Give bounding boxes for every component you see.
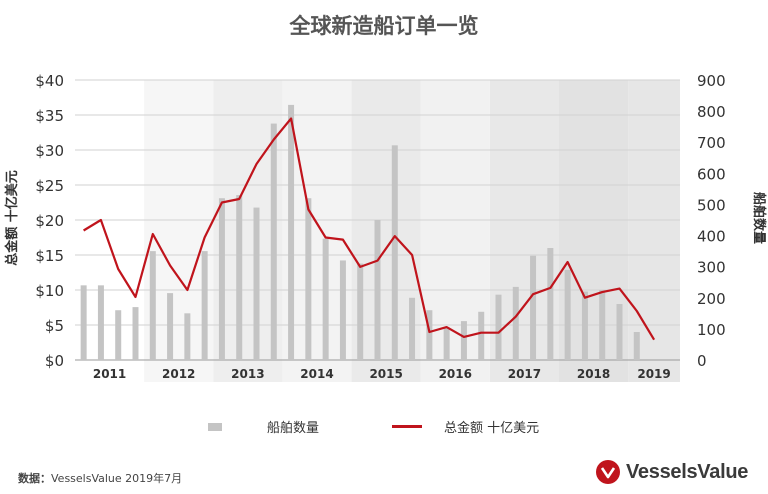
left-tick-label: $10 [35, 282, 64, 300]
right-axis: 0 100 200 300 400 500 600 700 800 900 [697, 72, 726, 370]
bar [167, 293, 174, 360]
left-tick-label: $35 [35, 107, 64, 125]
bar [97, 285, 104, 360]
bar [253, 207, 260, 360]
left-tick-label: $5 [45, 317, 64, 335]
bar [184, 313, 191, 360]
bar [80, 285, 87, 360]
bar [132, 307, 139, 360]
year-band [628, 80, 680, 382]
right-tick-label: 0 [697, 352, 707, 370]
year-label: 2011 [93, 367, 126, 381]
year-label: 2018 [577, 367, 610, 381]
bar [391, 145, 398, 360]
bar [236, 195, 243, 360]
right-tick-label: 200 [697, 290, 726, 308]
bar [149, 251, 156, 360]
right-tick-label: 700 [697, 134, 726, 152]
year-label: 2015 [369, 367, 402, 381]
bar [374, 220, 381, 360]
chart-title: 全球新造船订单一览 [289, 14, 479, 38]
legend-line-label: 总金额 十亿美元 [444, 421, 540, 436]
left-tick-label: $40 [35, 72, 64, 90]
right-tick-label: 500 [697, 196, 726, 214]
left-tick-label: $15 [35, 247, 64, 265]
year-label: 2012 [162, 367, 195, 381]
total-value-line [83, 117, 656, 341]
legend: 船舶数量 [208, 417, 319, 436]
brand-name: VesselsValue [626, 460, 749, 483]
bar [547, 248, 554, 360]
x-axis: 2011 2012 2013 2014 2015 2016 2017 2018 2019 [93, 367, 671, 381]
legend-bar-label: 船舶数量 [267, 421, 320, 436]
right-tick-label: 900 [697, 72, 726, 90]
bar [495, 294, 502, 360]
source-text: VesselsValue 2019年7月 [51, 472, 183, 485]
bar [564, 269, 571, 360]
right-axis-label: 船舶数量 [751, 192, 767, 244]
bar [633, 332, 640, 360]
bar [270, 123, 277, 360]
right-tick-label: 100 [697, 321, 726, 339]
source-note: 数据：VesselsValue 2019年7月 [18, 470, 182, 486]
left-tick-label: $20 [35, 212, 64, 230]
left-tick-label: $0 [45, 352, 64, 370]
bar [426, 310, 433, 360]
left-axis-label: 总金额 十亿美元 [4, 170, 20, 266]
bar [218, 198, 225, 360]
year-label: 2017 [508, 367, 541, 381]
right-tick-label: 600 [697, 165, 726, 183]
left-tick-label: $30 [35, 142, 64, 160]
bar [443, 327, 450, 360]
left-tick-label: $25 [35, 177, 64, 195]
right-tick-label: 300 [697, 259, 726, 277]
bar [512, 286, 519, 360]
bar [460, 321, 467, 360]
bar [305, 198, 312, 360]
year-label: 2014 [300, 367, 333, 381]
year-label: 2019 [637, 367, 670, 381]
line-layer [83, 117, 656, 341]
bar [201, 251, 208, 360]
left-axis: $0 $5 $10 $15 $20 $25 $30 $35 $40 [35, 72, 64, 370]
right-tick-label: 400 [697, 228, 726, 246]
bar [115, 310, 122, 360]
bar [322, 238, 329, 360]
legend-line: 总金额 十亿美元 [392, 417, 539, 436]
bar [339, 260, 346, 360]
brand-logo: VesselsValue [596, 460, 748, 484]
bar [530, 255, 537, 360]
bar [616, 304, 623, 360]
bars [80, 104, 640, 360]
bar [288, 104, 295, 360]
bar [409, 297, 416, 360]
source-label: 数据： [18, 472, 51, 485]
year-label: 2016 [439, 367, 472, 381]
legend-line-swatch [392, 425, 422, 428]
bar [581, 291, 588, 360]
bar [599, 290, 606, 360]
legend-bar-swatch [208, 422, 222, 431]
bar [478, 311, 485, 360]
right-tick-label: 800 [697, 103, 726, 121]
year-label: 2013 [231, 367, 264, 381]
bar [357, 263, 364, 360]
vesselsvalue-logo-icon [596, 460, 620, 484]
